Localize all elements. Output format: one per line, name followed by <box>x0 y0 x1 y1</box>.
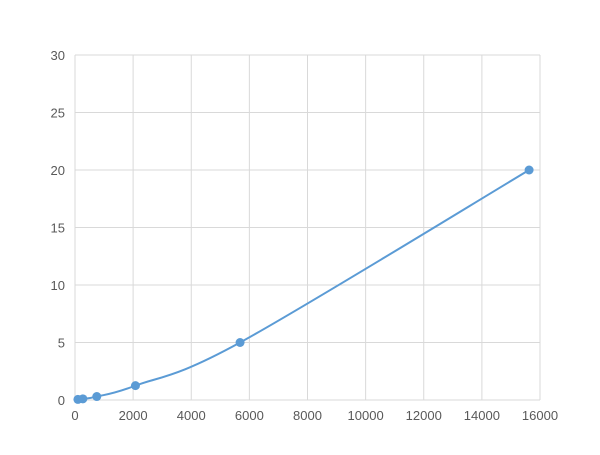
x-tick-label: 2000 <box>119 408 148 423</box>
x-tick-label: 16000 <box>522 408 558 423</box>
x-tick-label: 14000 <box>464 408 500 423</box>
y-tick-label: 10 <box>51 278 65 293</box>
y-tick-label: 20 <box>51 163 65 178</box>
x-tick-label: 4000 <box>177 408 206 423</box>
y-tick-label: 5 <box>58 336 65 351</box>
data-point <box>235 338 245 347</box>
x-tick-label: 6000 <box>235 408 264 423</box>
y-tick-label: 25 <box>51 106 65 121</box>
y-tick-label: 15 <box>51 221 65 236</box>
data-point <box>78 394 88 404</box>
x-tick-label: 8000 <box>293 408 322 423</box>
y-tick-label: 30 <box>51 48 65 63</box>
data-point <box>524 165 534 175</box>
data-point <box>130 381 140 391</box>
x-tick-label: 10000 <box>348 408 384 423</box>
x-tick-label: 0 <box>71 408 78 423</box>
x-tick-label: 12000 <box>406 408 442 423</box>
y-tick-label: 0 <box>58 393 65 408</box>
data-point <box>92 392 102 402</box>
